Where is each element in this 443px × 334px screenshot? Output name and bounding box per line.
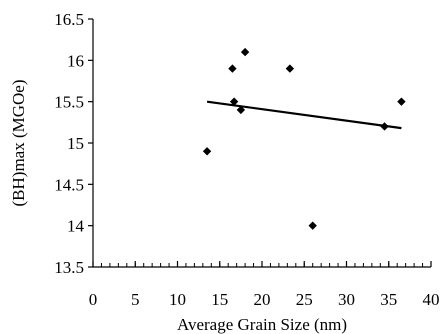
data-point	[229, 97, 239, 106]
x-tick-label: 10	[169, 290, 186, 309]
data-point	[240, 47, 250, 57]
data-point	[228, 64, 237, 73]
data-point	[236, 105, 246, 115]
x-tick-label: 15	[211, 290, 228, 309]
plot-area	[92, 19, 431, 268]
y-tick-label: 13.5	[54, 258, 84, 277]
data-point	[308, 221, 317, 230]
data-point	[285, 64, 295, 73]
y-tick-label: 14.5	[54, 175, 84, 194]
x-tick-label: 30	[338, 290, 355, 309]
y-tick-label: 16	[67, 51, 84, 70]
y-axis-ticks: 13.5 14 14.5 15 15.5 16 16.5	[54, 10, 93, 277]
x-axis-ticks: 0 5 10 15 20 25 30 35 40	[89, 261, 440, 309]
x-tick-label: 40	[423, 290, 440, 309]
y-tick-label: 15.5	[54, 93, 84, 112]
x-tick-label: 5	[131, 290, 140, 309]
data-point	[397, 97, 406, 106]
x-tick-label: 25	[296, 290, 313, 309]
y-tick-label: 15	[67, 134, 84, 153]
y-tick-label: 16.5	[54, 10, 84, 29]
trendline-group	[206, 100, 402, 130]
trendline	[206, 100, 402, 130]
x-tick-label: 35	[380, 290, 397, 309]
y-tick-label: 14	[67, 217, 85, 236]
data-point	[202, 147, 212, 156]
x-tick-label: 0	[89, 290, 98, 309]
data-point	[380, 122, 389, 131]
y-axis-label: (BH)max (MGOe)	[9, 80, 28, 207]
data-points	[202, 47, 406, 230]
x-tick-label: 20	[254, 290, 271, 309]
x-axis-label: Average Grain Size (nm)	[177, 315, 347, 334]
